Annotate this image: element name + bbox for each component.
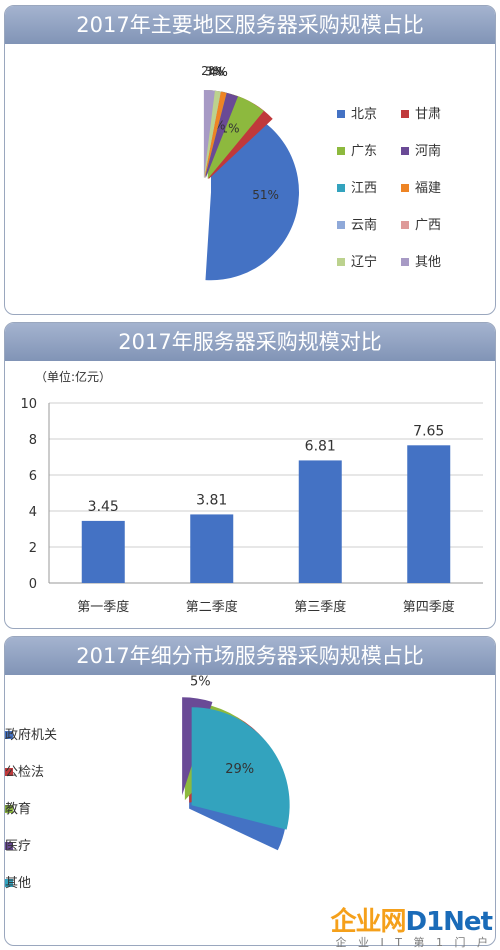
quarterly-scale-bar-chart: （单位:亿元） 0 2 4 6 8 10 3.45 第一季度 3.81 第二季度 6.81 第三季度 7.… [20, 369, 483, 615]
bar-3 [298, 460, 342, 583]
watermark-part2: D1Net [405, 907, 493, 937]
legend-label-7: 云南 [351, 217, 377, 233]
y-tick-label-3: 4 [29, 505, 37, 520]
legend-swatch-6 [401, 184, 409, 192]
bar-4 [407, 445, 451, 583]
x-category-label-2: 第二季度 [186, 599, 238, 615]
regional-share-title: 2017年主要地区服务器采购规模占比 [5, 6, 495, 44]
pie-slice-label-9: 3% [205, 65, 224, 79]
pie-slice-label-10: 2% [201, 64, 220, 78]
legend-swatch-4 [5, 842, 13, 850]
y-tick-label-5: 8 [29, 433, 37, 448]
quarterly-scale-title: 2017年服务器采购规模对比 [5, 323, 495, 361]
legend-label-2: 甘肃 [415, 107, 441, 122]
bar-value-label-3: 6.81 [305, 438, 336, 454]
y-tick-label-2: 2 [29, 541, 37, 556]
legend-label-9: 辽宁 [351, 254, 377, 270]
legend-swatch-8 [401, 221, 409, 229]
legend-swatch-4 [401, 147, 409, 155]
legend-swatch-10 [401, 258, 409, 266]
watermark-part1: 企业网 [330, 907, 406, 937]
bar-value-label-2: 3.81 [196, 492, 227, 508]
legend-label-1: 政府机关 [5, 728, 57, 743]
bar-2 [190, 514, 234, 583]
bar-value-label-1: 3.45 [88, 499, 119, 515]
legend-label-8: 广西 [415, 218, 441, 233]
bar-1 [81, 520, 125, 583]
pie-slice-5 [191, 707, 290, 830]
legend-label-3: 教育 [5, 801, 31, 817]
legend-label-3: 广东 [351, 144, 377, 159]
watermark-subtitle: 企 业 I T 第 1 门 户 [335, 936, 492, 949]
legend-swatch-5 [337, 184, 345, 192]
y-tick-label-6: 10 [20, 397, 37, 412]
pie-slice-label-8: 3% [205, 65, 224, 79]
bar-value-label-4: 7.65 [413, 423, 444, 439]
x-category-label-1: 第一季度 [77, 599, 129, 615]
legend-label-5: 其他 [5, 876, 31, 891]
pie-slice-10 [203, 90, 215, 179]
legend-swatch-2 [401, 110, 409, 118]
pie-slice-label-5: 29% [225, 762, 254, 777]
legend-label-10: 其他 [415, 255, 441, 270]
legend-label-1: 北京 [351, 107, 377, 122]
pie-slice-label-6: 4% [209, 65, 228, 79]
legend-swatch-3 [5, 805, 13, 813]
legend-label-5: 江西 [351, 181, 377, 196]
pie-slice-label-7: 3% [205, 65, 224, 79]
segment-share-panel: 2017年细分市场服务器采购规模占比 32%22%12%5%29%政府机关公检法… [4, 636, 496, 946]
legend-label-4: 河南 [415, 143, 441, 159]
legend-swatch-2 [5, 768, 13, 776]
d1net-watermark-logo: 企业网D1Net [330, 901, 493, 938]
legend-swatch-5 [5, 879, 13, 887]
legend-label-2: 公检法 [5, 765, 44, 780]
segment-share-title: 2017年细分市场服务器采购规模占比 [5, 637, 495, 675]
pie-slice-label-1: 51% [252, 188, 279, 202]
legend-label-6: 福建 [415, 181, 441, 196]
x-category-label-3: 第三季度 [294, 599, 346, 615]
legend-swatch-3 [337, 147, 345, 155]
unit-note: （单位:亿元） [35, 369, 111, 384]
y-tick-label-4: 6 [29, 469, 37, 484]
legend-swatch-7 [337, 221, 345, 229]
y-tick-label-1: 0 [29, 577, 37, 592]
legend-swatch-1 [5, 731, 13, 739]
pie-slice-label-5: 4% [209, 65, 228, 79]
pie-slice-label-4: 5% [190, 675, 211, 690]
regional-share-panel: 2017年主要地区服务器采购规模占比 51%13%11%6%4%4%3%3%3%… [4, 5, 496, 315]
legend-label-4: 医疗 [5, 839, 31, 854]
quarterly-scale-panel: 2017年服务器采购规模对比 （单位:亿元） 0 2 4 6 8 10 3.45 第一季度 3.8… [4, 322, 496, 629]
regional-share-pie-chart: 51%13%11%6%4%4%3%3%3%2%北京甘肃广东河南江西福建云南广西辽… [201, 64, 441, 281]
legend-swatch-1 [337, 110, 345, 118]
legend-swatch-9 [337, 258, 345, 266]
x-category-label-4: 第四季度 [403, 599, 455, 615]
